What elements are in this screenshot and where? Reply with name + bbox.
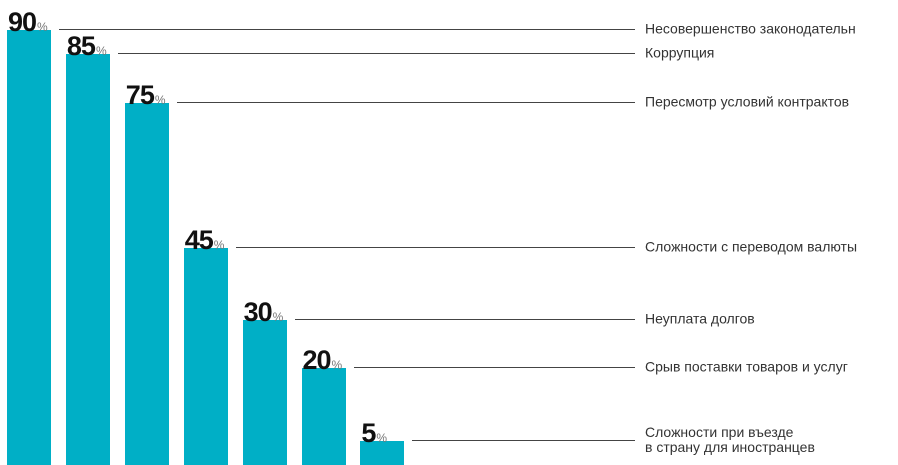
- category-label: Сложности с переводом валюты: [645, 238, 858, 255]
- value-number: 20: [302, 345, 332, 376]
- category-label: Сложности при въезде в страну для иностр…: [645, 423, 815, 455]
- leader-line: [353, 367, 635, 369]
- value-label: 45%: [184, 224, 225, 255]
- value-unit: %: [331, 358, 343, 373]
- value-unit: %: [213, 237, 225, 252]
- bar: [242, 320, 287, 465]
- leader-line: [235, 246, 635, 248]
- category-label: Срыв поставки товаров и услуг: [645, 358, 848, 375]
- category-label: Пересмотр условий контрактов: [645, 93, 850, 110]
- bar: [183, 247, 228, 465]
- value-unit: %: [154, 92, 166, 107]
- bar: [360, 440, 405, 465]
- value-label: 75%: [125, 79, 166, 110]
- value-number: 85: [66, 31, 96, 62]
- value-unit: %: [376, 430, 388, 445]
- bar: [301, 368, 346, 465]
- leader-line: [176, 101, 635, 103]
- value-label: 5%: [361, 417, 388, 448]
- leader-line: [117, 53, 635, 55]
- value-label: 90%: [8, 7, 48, 38]
- value-label: 30%: [243, 297, 284, 328]
- bar: [65, 54, 110, 465]
- leader-line: [412, 439, 635, 441]
- value-unit: %: [95, 44, 107, 59]
- category-label: Неуплата долгов: [645, 310, 755, 327]
- bar: [7, 30, 51, 465]
- value-unit: %: [272, 310, 284, 325]
- value-unit: %: [37, 20, 48, 35]
- value-number: 75: [125, 79, 155, 110]
- value-number: 30: [243, 297, 273, 328]
- value-number: 90: [8, 7, 37, 38]
- leader-line: [59, 29, 635, 31]
- category-label: Несовершенство законодательн: [645, 20, 856, 37]
- leader-line: [294, 319, 635, 321]
- value-number: 45: [184, 224, 214, 255]
- bar: [124, 102, 169, 465]
- value-number: 5: [361, 417, 376, 448]
- value-label: 85%: [66, 31, 107, 62]
- value-label: 20%: [302, 345, 343, 376]
- category-label: Коррупция: [645, 44, 715, 61]
